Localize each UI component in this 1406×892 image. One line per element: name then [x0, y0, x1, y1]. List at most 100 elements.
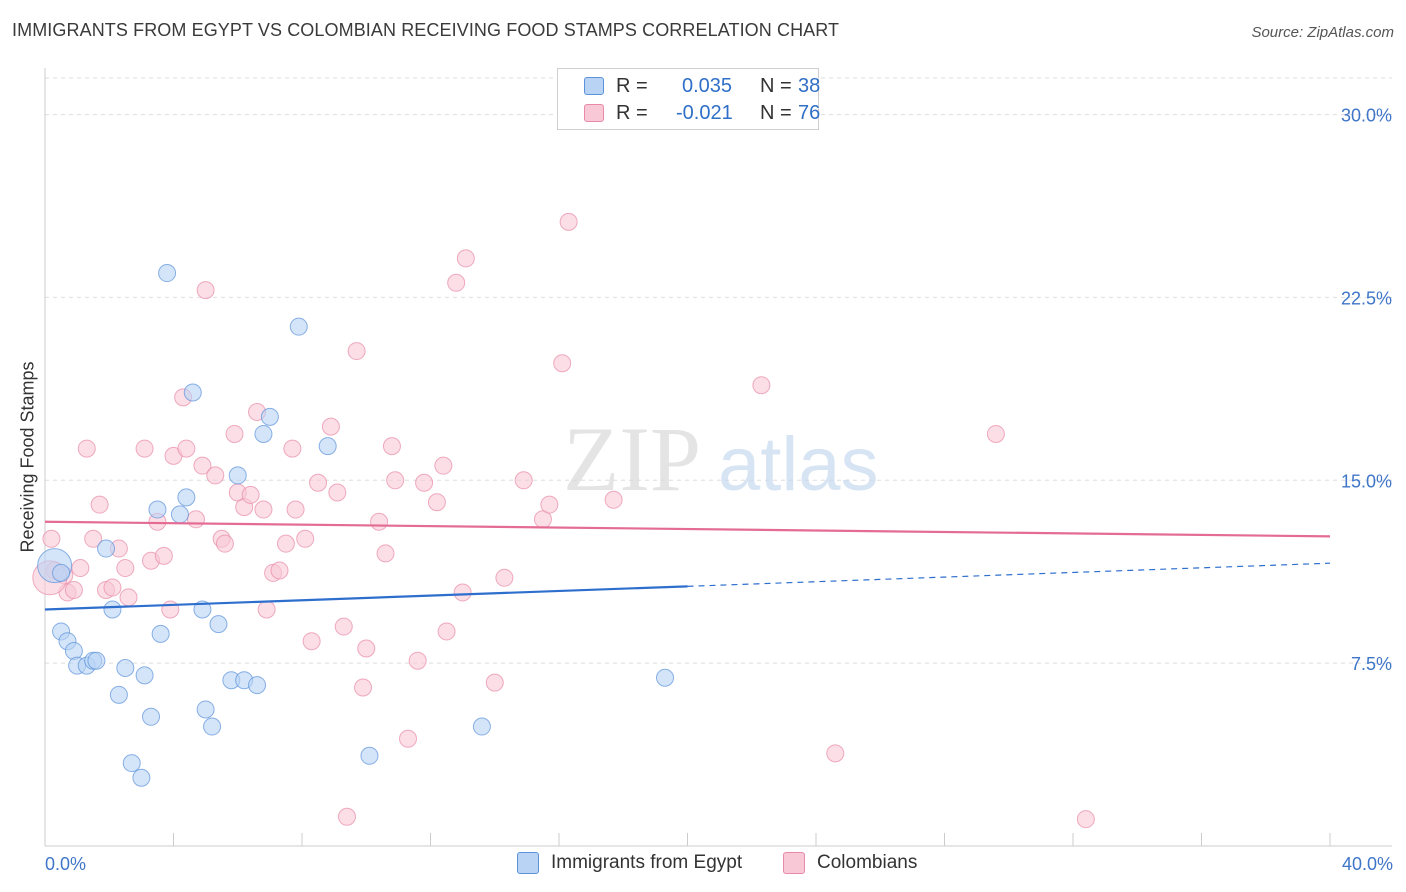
egypt-point: [203, 717, 222, 736]
legend-n-value: 76: [798, 102, 821, 124]
egypt-point: [472, 717, 491, 736]
colombian-point: [334, 617, 353, 636]
legend-r-label: R =: [616, 75, 648, 97]
label-layer: 7.5% 15.0% 22.5% 30.0% 0.0% 40.0%: [45, 106, 1393, 874]
chart-title: IMMIGRANTS FROM EGYPT VS COLOMBIAN RECEI…: [12, 20, 840, 40]
colombian-point: [376, 544, 395, 563]
colombian-point: [447, 273, 466, 292]
grid-layer: [45, 77, 1392, 664]
colombian-point: [559, 212, 578, 231]
egypt-point: [151, 624, 170, 643]
colombian-point: [177, 439, 196, 458]
egypt-point: [170, 505, 189, 524]
watermark-atlas: atlas: [718, 422, 879, 507]
colombian-point: [90, 495, 109, 514]
bottom-legend-swatch-colombians: [783, 852, 805, 874]
egypt-point: [196, 700, 215, 719]
axis-layer: [44, 68, 1392, 847]
egypt-point: [289, 317, 308, 336]
y-axis-label: Receiving Food Stamps: [17, 361, 38, 553]
colombian-point: [42, 529, 61, 548]
egypt-point: [64, 641, 83, 660]
egypt-point: [103, 600, 122, 619]
colombian-point: [337, 807, 356, 826]
colombian-point: [456, 249, 475, 268]
colombian-point: [354, 678, 373, 697]
colombian-point: [270, 561, 289, 580]
colombian-point: [257, 600, 276, 619]
bottom-legend-swatch-egypt: [517, 852, 539, 874]
colombian-point: [540, 495, 559, 514]
egypt-point: [122, 754, 141, 773]
y-tick-label: 15.0%: [1341, 471, 1392, 491]
colombian-point: [386, 471, 405, 490]
egypt-point: [132, 768, 151, 787]
source-label: Source: ZipAtlas.com: [1251, 24, 1394, 41]
egypt-trend-line: [44, 585, 688, 611]
colombian-point: [437, 622, 456, 641]
egypt-point: [87, 651, 106, 670]
legend-swatch-egypt: [584, 77, 604, 95]
colombian-point: [986, 424, 1005, 443]
egypt-point: [148, 500, 167, 519]
y-tick-label: 22.5%: [1341, 288, 1392, 308]
legend-swatch-colombians: [584, 104, 604, 122]
colombian-point: [382, 437, 401, 456]
colombian-point: [241, 485, 260, 504]
legend-r-value: -0.021: [676, 102, 733, 124]
y-tick-label: 7.5%: [1351, 654, 1392, 674]
x-tick-label: 0.0%: [45, 854, 86, 874]
colombian-point: [154, 546, 173, 565]
colombian-point: [283, 439, 302, 458]
egypt-point: [97, 539, 116, 558]
bottom-legend-label-egypt: Immigrants from Egypt: [551, 852, 743, 873]
egypt-point: [209, 615, 228, 634]
colombian-point: [84, 529, 103, 548]
egypt-point: [158, 264, 177, 283]
colombian-point: [370, 512, 389, 531]
stats-legend: R = 0.035 N = 38 R = -0.021 N = 76: [557, 68, 821, 130]
bottom-legend-label-colombians: Colombians: [817, 852, 918, 873]
egypt-point: [193, 600, 212, 619]
colombian-point: [77, 439, 96, 458]
colombian-point: [296, 529, 315, 548]
colombian-point: [826, 744, 845, 763]
legend-r-label: R =: [616, 102, 648, 124]
colombian-point: [427, 493, 446, 512]
egypt-point: [52, 563, 71, 582]
colombian-point: [1076, 810, 1095, 829]
colombian-point: [347, 342, 366, 361]
egypt-point: [260, 407, 279, 426]
colombian-point: [752, 376, 771, 395]
colombian-point: [453, 583, 472, 602]
colombian-point: [64, 581, 83, 599]
colombian-point: [161, 600, 180, 619]
points-layer: [32, 212, 1095, 829]
colombian-point: [119, 588, 138, 607]
egypt-point: [656, 668, 675, 687]
legend-n-label: N =: [760, 75, 792, 97]
colombian-point: [415, 473, 434, 492]
colombian-point: [553, 354, 572, 373]
colombian-point: [286, 500, 305, 519]
egypt-point: [109, 685, 128, 704]
egypt-point: [360, 746, 379, 765]
colombian-point: [408, 651, 427, 670]
colombian-point: [495, 568, 514, 587]
colombian-point: [485, 673, 504, 692]
colombian-point: [514, 471, 533, 490]
colombian-point: [103, 578, 122, 597]
colombian-point: [215, 534, 234, 553]
colombian-point: [196, 281, 215, 300]
colombian-point: [399, 729, 418, 748]
colombian-point: [116, 559, 135, 578]
egypt-point: [135, 666, 154, 685]
y-tick-label: 30.0%: [1341, 106, 1392, 126]
egypt-point: [318, 437, 337, 456]
legend-r-value: 0.035: [682, 75, 733, 97]
colombian-trend-line: [44, 520, 1331, 538]
colombian-point: [254, 500, 273, 519]
legend-n-value: 38: [798, 75, 821, 97]
watermark-zip: ZIP: [563, 408, 701, 510]
